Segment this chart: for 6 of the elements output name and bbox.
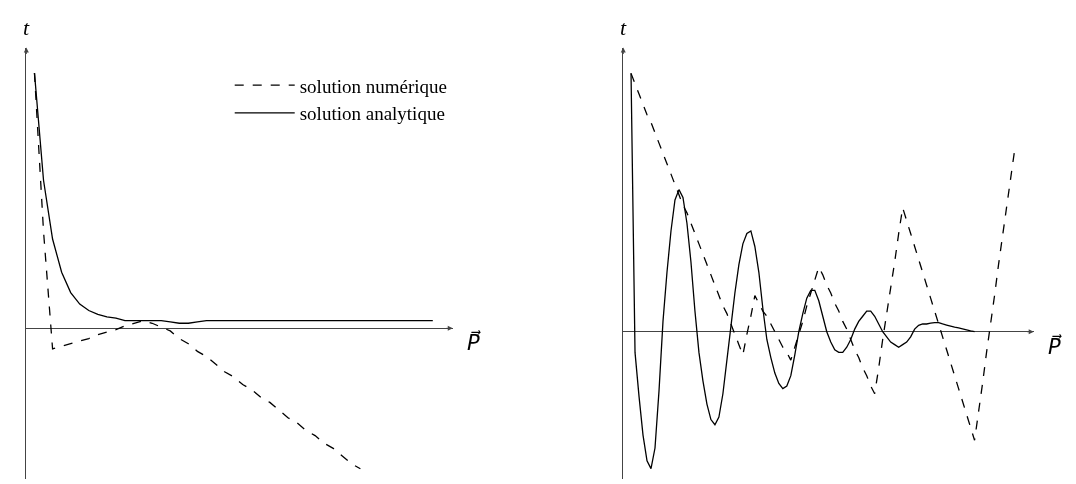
legend-label: solution numérique: [299, 75, 447, 97]
legend-label: solution analytique: [299, 103, 445, 125]
x-axis-title: P⃗: [467, 330, 482, 355]
y-axis-title: t: [620, 15, 627, 40]
x-axis-title: P⃗: [1048, 334, 1063, 359]
y-axis-title: t: [23, 15, 30, 40]
